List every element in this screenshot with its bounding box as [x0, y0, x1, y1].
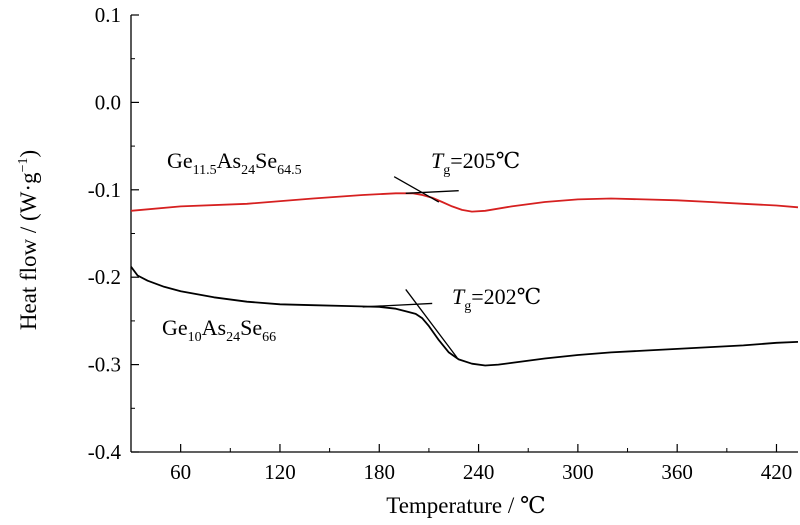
series-line-1 [130, 192, 799, 213]
x-tick-label: 240 [463, 460, 495, 484]
tangent-line-2-1 [362, 302, 433, 308]
series-label-ge11.5: Ge11.5As24Se64.5 [167, 148, 302, 178]
tangent-line-1-1 [393, 176, 440, 203]
x-tick-label: 420 [761, 460, 793, 484]
tangent-lines [362, 176, 459, 358]
tg-annotation-205: Tg=205℃ [431, 148, 520, 178]
x-tick-label: 120 [264, 460, 296, 484]
series-line-2 [130, 266, 799, 367]
tg-annotation-202: Tg=202℃ [452, 284, 541, 314]
y-tick-label: 0.1 [95, 3, 121, 27]
tangent-line-1-2 [405, 190, 459, 194]
tick-labels: 60 120 180 240 300 360 420 0.1 0.0 -0.1 -0.2 -0.3 -0… [88, 3, 792, 484]
series-label-ge10: Ge10As24Se66 [162, 315, 276, 345]
y-tick-label: -0.1 [88, 178, 121, 202]
x-tick-label: 300 [562, 460, 594, 484]
y-tick-label: -0.2 [88, 265, 121, 289]
tangent-line-2-2 [405, 289, 458, 358]
y-tick-label: -0.3 [88, 353, 121, 377]
x-tick-label: 360 [661, 460, 693, 484]
axes [130, 15, 798, 453]
y-axis-title: Heat flow / (W·g−1) [16, 150, 41, 330]
tick-marks [130, 14, 778, 453]
x-tick-label: 180 [364, 460, 396, 484]
x-axis-title: Temperature / ℃ [386, 493, 546, 518]
series-lines [130, 192, 799, 367]
y-tick-label: -0.4 [88, 440, 122, 464]
x-tick-label: 60 [170, 460, 191, 484]
y-tick-label: 0.0 [95, 90, 121, 114]
